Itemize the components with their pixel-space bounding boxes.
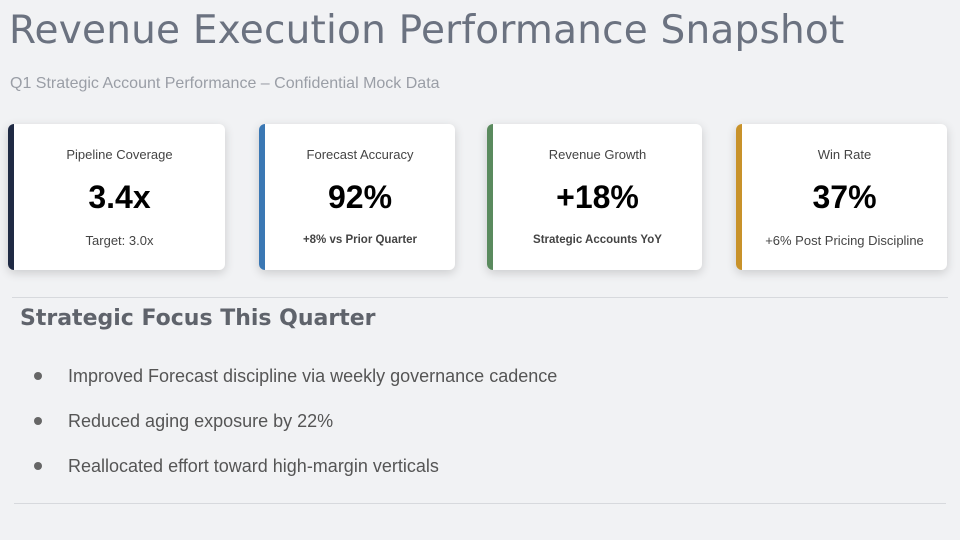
bullet-icon [34,372,42,380]
section-divider-bottom [14,503,946,504]
bullet-icon [34,462,42,470]
list-item-text: Improved Forecast discipline via weekly … [68,366,558,386]
section-title: Strategic Focus This Quarter [20,306,376,331]
kpi-label: Revenue Growth [548,147,647,162]
kpi-value: 92% [327,179,393,215]
card-accent-bar [8,124,14,270]
kpi-card-pipeline-coverage: Pipeline Coverage 3.4x Target: 3.0x [8,124,225,270]
card-accent-bar [487,124,493,270]
list-item-text: Reallocated effort toward high-margin ve… [68,456,439,476]
list-item: Reallocated effort toward high-margin ve… [0,454,700,478]
kpi-value: 37% [812,179,877,215]
kpi-note: +8% vs Prior Quarter [302,234,418,246]
kpi-value: +18% [556,179,639,215]
kpi-card-win-rate: Win Rate 37% +6% Post Pricing Discipline [736,124,947,270]
card-accent-bar [736,124,742,270]
kpi-label: Forecast Accuracy [306,147,414,162]
kpi-card-revenue-growth: Revenue Growth +18% Strategic Accounts Y… [487,124,702,270]
card-accent-bar [259,124,265,270]
page-title: Revenue Execution Performance Snapshot [9,8,845,53]
list-item: Reduced aging exposure by 22% [0,409,700,433]
kpi-label: Win Rate [817,147,872,162]
bullet-icon [34,417,42,425]
kpi-label: Pipeline Coverage [66,147,173,162]
page-subtitle: Q1 Strategic Account Performance – Confi… [10,75,440,92]
kpi-card-forecast-accuracy: Forecast Accuracy 92% +8% vs Prior Quart… [259,124,455,270]
kpi-note: +6% Post Pricing Discipline [765,233,924,248]
kpi-note: Target: 3.0x [85,233,154,248]
list-item: Improved Forecast discipline via weekly … [0,364,700,388]
kpi-value: 3.4x [88,179,151,215]
list-item-text: Reduced aging exposure by 22% [68,411,334,431]
kpi-note: Strategic Accounts YoY [533,234,662,246]
section-divider-top [12,297,948,298]
